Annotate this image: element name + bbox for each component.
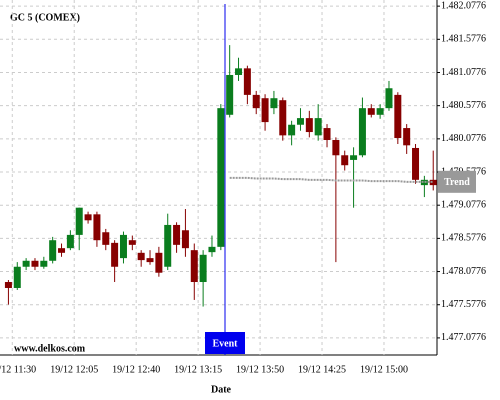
candle-body — [226, 74, 234, 115]
candle-body — [190, 250, 198, 283]
candle-body — [155, 252, 163, 273]
candle-body — [261, 98, 269, 123]
candle-body — [341, 155, 349, 166]
candle-body — [208, 246, 216, 253]
y-tick-label: 1.478.5776 — [441, 233, 486, 244]
y-tick-label: 1.477.5776 — [441, 299, 486, 310]
candle-body — [358, 108, 366, 156]
candle-body — [270, 98, 278, 109]
watermark: www.delkos.com — [14, 343, 86, 354]
y-tick-label: 1.481.0776 — [441, 67, 486, 78]
candle-body — [332, 140, 340, 156]
candle-body — [279, 100, 287, 136]
candle-body — [128, 240, 136, 245]
trend-label: Trend — [444, 177, 470, 188]
candle-body — [49, 240, 57, 261]
candle-body — [420, 179, 428, 186]
candle-body — [4, 282, 12, 288]
x-tick-label: 19/12 12:40 — [112, 364, 160, 375]
candle-body — [84, 214, 92, 221]
y-tick-label: 1.477.0776 — [441, 332, 486, 343]
candle-body — [296, 118, 304, 125]
x-tick-label: 19/12 11:30 — [0, 364, 36, 375]
chart-title: GC 5 (COMEX) — [10, 12, 80, 23]
candle-body — [66, 234, 74, 249]
candle-body — [164, 224, 172, 267]
candle-body — [367, 108, 375, 115]
x-tick-label: 19/12 14:25 — [298, 364, 346, 375]
candle-body — [350, 155, 358, 160]
candle-body — [385, 88, 393, 109]
candle-body — [102, 232, 110, 245]
candle-body — [111, 242, 119, 267]
candle-body — [199, 254, 207, 283]
x-tick-label: 19/12 12:05 — [50, 364, 98, 375]
candle-body — [305, 118, 313, 133]
candle-body — [394, 94, 402, 139]
candle-body — [412, 147, 420, 180]
y-tick-label: 1.479.0776 — [441, 199, 486, 210]
y-tick-label: 1.481.5776 — [441, 34, 486, 45]
candle-body — [31, 260, 39, 267]
event-label-box — [205, 332, 245, 354]
candle-body — [403, 128, 411, 146]
candle-body — [137, 252, 145, 261]
x-tick-label: 19/12 13:50 — [236, 364, 284, 375]
candle-body — [58, 248, 66, 253]
y-tick-label: 1.478.0776 — [441, 266, 486, 277]
candle-body — [217, 108, 225, 247]
candle-body — [288, 124, 296, 136]
candle-body — [146, 258, 154, 263]
candle-body — [22, 260, 30, 267]
candle-body — [40, 260, 48, 267]
x-tick-label: 19/12 15:00 — [360, 364, 408, 375]
x-axis-title: Date — [211, 384, 232, 395]
candle-body — [235, 68, 243, 75]
candle-body — [119, 234, 127, 259]
candle-body — [181, 230, 189, 249]
candle-body — [243, 68, 251, 95]
y-tick-label: 1.482.0776 — [441, 0, 486, 11]
candle-body — [75, 207, 83, 235]
candle-body — [173, 224, 181, 245]
trend-line — [229, 176, 434, 183]
candle-body — [376, 108, 384, 115]
y-tick-label: 1.480.0776 — [441, 133, 486, 144]
event-label: Event — [213, 338, 239, 349]
trend-label-box — [438, 170, 476, 193]
candle-body — [429, 179, 437, 186]
candle-body — [314, 118, 322, 136]
candle-body — [252, 94, 260, 109]
x-tick-label: 19/12 13:15 — [174, 364, 222, 375]
y-tick-label: 1.480.5776 — [441, 100, 486, 111]
candle-body — [323, 128, 331, 141]
candle-body — [93, 214, 101, 241]
candle-body — [13, 266, 21, 288]
